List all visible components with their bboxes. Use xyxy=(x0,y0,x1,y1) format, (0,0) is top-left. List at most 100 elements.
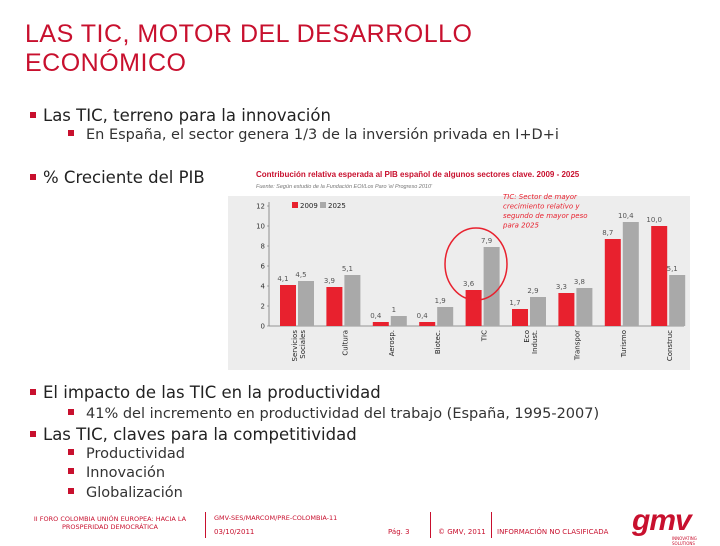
annotation-line: segundo de mayor peso xyxy=(503,212,588,220)
category-label-group: Cultura xyxy=(341,330,349,356)
bar-value-label: 0,4 xyxy=(417,312,429,320)
footer-reference: GMV-SES/MARCOM/PRE-COLOMBIA-11 xyxy=(214,514,338,522)
bullet-square-icon xyxy=(30,111,36,118)
subbullet-productivity-share: 41% del incremento en productividad del … xyxy=(68,406,599,422)
category-label: Cultura xyxy=(341,330,349,356)
chart-category-labels: Servicios Sociales Cultura Aerosp. Biotec. TI… xyxy=(291,330,674,362)
bar-2009 xyxy=(651,226,668,326)
footer-classification: INFORMACIÓN NO CLASIFICADA xyxy=(497,528,609,536)
bar-2009 xyxy=(280,285,296,326)
bar-value-label: 10,0 xyxy=(646,216,662,224)
bullet-square-icon xyxy=(68,130,74,136)
category-label-group: Construc xyxy=(666,330,674,361)
category-label: Biotec. xyxy=(434,330,442,354)
bullet-productivity-impact: El impacto de las TIC en la productivida… xyxy=(30,383,381,402)
bar-2025 xyxy=(530,297,546,326)
bullet-text: El impacto de las TIC en la productivida… xyxy=(43,383,381,402)
bullet-square-icon xyxy=(68,449,74,455)
category-label: Aerosp. xyxy=(388,330,396,356)
bullet-text: Las TIC, claves para la competitividad xyxy=(43,425,357,444)
legend-swatch-2009 xyxy=(292,202,298,208)
bar-value-label: 7,9 xyxy=(481,237,492,245)
annotation-line: crecimiento relativo y xyxy=(503,203,580,211)
y-tick-label: 12 xyxy=(256,203,265,211)
legend-swatch-2025 xyxy=(320,202,326,208)
bar-2025 xyxy=(669,275,686,326)
subbullet-innovation: Innovación xyxy=(68,465,165,481)
category-label-group: Servicios Sociales xyxy=(291,330,307,362)
bar-value-label: 4,5 xyxy=(295,271,306,279)
category-label-group: Aerosp. xyxy=(388,330,396,356)
bar-value-label: 1,7 xyxy=(509,299,520,307)
bar-value-label: 2,9 xyxy=(527,287,538,295)
category-label-group: Transpor xyxy=(573,330,581,361)
bar-2025 xyxy=(483,247,500,326)
bar-value-label: 3,8 xyxy=(574,278,585,286)
chart-subtitle: Fuente: Según estudio de la Fundación EO… xyxy=(256,184,433,190)
y-tick-label: 2 xyxy=(261,303,265,311)
bullet-competitiveness: Las TIC, claves para la competitividad xyxy=(30,425,357,444)
sector-gdp-chart: Contribución relativa esperada al PIB es… xyxy=(228,170,690,370)
category-label-group: TIC xyxy=(481,330,489,342)
bullet-text: Globalización xyxy=(86,485,183,501)
bar-value-label: 1,9 xyxy=(435,297,446,305)
bullet-square-icon xyxy=(30,173,36,180)
bullet-text: Productividad xyxy=(86,446,185,462)
bar-2025 xyxy=(437,307,454,326)
bar-value-label: 3,6 xyxy=(463,280,475,288)
bar-2009 xyxy=(372,322,389,326)
chart-title: Contribución relativa esperada al PIB es… xyxy=(256,170,580,179)
footer-date: 03/10/2011 xyxy=(214,528,255,536)
logo-tagline: INNOVATING SOLUTIONS xyxy=(672,536,697,546)
bar-2025 xyxy=(298,281,314,326)
bar-value-label: 5,1 xyxy=(342,265,353,273)
bullet-text: 41% del incremento en productividad del … xyxy=(86,406,600,422)
category-label: Transpor xyxy=(573,330,581,361)
subbullet-globalization: Globalización xyxy=(68,485,183,501)
footer-event-name: II FORO COLOMBIA UNIÓN EUROPEA: HACIA LA… xyxy=(33,515,187,531)
bar-value-label: 3,9 xyxy=(324,277,335,285)
chart-annotation: TIC: Sector de mayor crecimiento relativo… xyxy=(502,193,588,230)
legend-label-2009: 2009 xyxy=(300,202,318,210)
bar-2025 xyxy=(622,222,639,326)
logo-wordmark: gmv xyxy=(632,504,692,537)
bullet-text: Innovación xyxy=(86,465,166,481)
bar-value-label: 8,7 xyxy=(602,229,613,237)
annotation-line: TIC: Sector de mayor xyxy=(503,193,578,201)
y-tick-label: 0 xyxy=(261,323,265,331)
category-label: Indust. xyxy=(531,330,539,354)
footer-page-number: Pág. 3 xyxy=(388,528,410,536)
category-label: Construc xyxy=(666,330,674,361)
bar-2009 xyxy=(512,309,528,326)
bar-2025 xyxy=(344,275,361,326)
bullet-square-icon xyxy=(30,388,36,395)
category-label-group: Biotec. xyxy=(434,330,442,354)
category-label: Servicios xyxy=(291,330,299,362)
category-label-group: Turismo xyxy=(620,330,628,358)
chart-legend: 2009 2025 xyxy=(292,202,346,210)
legend-label-2025: 2025 xyxy=(328,202,346,210)
category-label: TIC xyxy=(481,330,489,342)
footer-divider xyxy=(430,512,431,538)
gmv-logo: gmv INNOVATING SOLUTIONS xyxy=(632,504,712,546)
bar-2025 xyxy=(390,316,407,326)
chart-bars xyxy=(280,222,686,326)
bullet-ict-innovation: Las TIC, terreno para la innovación xyxy=(30,106,331,125)
y-tick-label: 10 xyxy=(256,223,265,231)
bar-2009 xyxy=(465,290,482,326)
bar-value-label: 3,3 xyxy=(556,283,567,291)
bullet-text: % Creciente del PIB xyxy=(43,168,205,187)
category-label: Eco xyxy=(523,330,531,343)
tic-highlight-circle xyxy=(444,227,508,301)
chart-value-labels: 4,1 4,53,95,10,410,41,93,67,91,72,9 3,33,8… xyxy=(277,212,677,320)
bullet-square-icon xyxy=(68,488,74,494)
bar-value-label: 0,4 xyxy=(370,312,382,320)
footer-copyright: © GMV, 2011 xyxy=(438,528,486,536)
footer-divider xyxy=(491,512,492,538)
annotation-line: para 2025 xyxy=(502,222,539,230)
subbullet-rd-investment: En España, el sector genera 1/3 de la in… xyxy=(68,127,559,143)
bar-2009 xyxy=(419,322,436,326)
slide-title: LAS TIC, MOTOR DEL DESARROLLO ECONÓMICO xyxy=(25,20,473,77)
category-label-group: Eco Indust. xyxy=(523,330,539,354)
bar-value-label: 10,4 xyxy=(618,212,634,220)
